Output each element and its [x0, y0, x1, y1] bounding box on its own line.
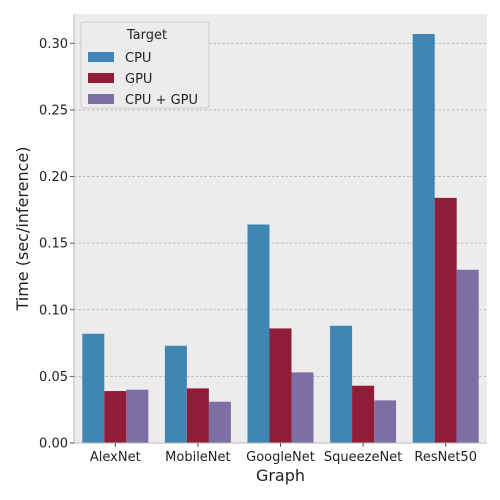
legend-swatch	[88, 73, 114, 83]
legend: Target CPU GPU CPU + GPU	[80, 21, 210, 109]
legend-swatch	[88, 52, 114, 62]
y-axis-title: Time (sec/inference)	[13, 146, 32, 311]
legend-swatch	[88, 94, 114, 104]
bar-squeezenet-cpu-gpu	[374, 400, 397, 443]
bar-resnet50-cpu-gpu	[456, 269, 479, 443]
bar-alexnet-cpu-gpu	[126, 389, 149, 443]
bar-mobilenet-cpu-gpu	[208, 401, 231, 443]
x-tick-label: AlexNet	[90, 450, 141, 465]
x-tick-label: SqueezeNet	[324, 450, 402, 465]
legend-box	[80, 21, 210, 109]
x-axis-title: Graph	[256, 466, 305, 485]
y-tick-label: 0.10	[39, 303, 68, 318]
bar-googlenet-cpu	[247, 224, 270, 443]
legend-label: GPU	[125, 72, 152, 87]
legend-label: CPU	[125, 51, 151, 66]
bar-mobilenet-gpu	[186, 388, 209, 443]
bar-resnet50-cpu	[412, 33, 435, 444]
bar-squeezenet-cpu	[330, 325, 353, 443]
y-tick-label: 0.30	[39, 37, 68, 52]
bar-mobilenet-cpu	[164, 345, 187, 443]
x-tick-label: MobileNet	[165, 450, 230, 465]
y-tick-label: 0.00	[39, 437, 68, 452]
bar-alexnet-cpu	[82, 333, 105, 443]
legend-items: CPU GPU CPU + GPU	[88, 51, 198, 108]
legend-label: CPU + GPU	[125, 93, 198, 108]
x-tick-label: ResNet50	[414, 450, 477, 465]
y-tick-label: 0.25	[39, 103, 68, 118]
bar-googlenet-cpu-gpu	[291, 372, 314, 443]
bar-googlenet-gpu	[269, 328, 292, 443]
tick-labels: 0.00 0.05 0.10 0.15 0.20 0.25 0.30 AlexNet Mobil…	[39, 37, 477, 465]
bar-alexnet-gpu	[104, 391, 127, 443]
y-tick-label: 0.15	[39, 237, 68, 252]
bar-resnet50-gpu	[434, 197, 457, 443]
bars	[82, 33, 479, 444]
x-tick-label: GoogleNet	[246, 450, 315, 465]
bar-squeezenet-gpu	[352, 385, 375, 443]
y-tick-label: 0.20	[39, 170, 68, 185]
legend-title: Target	[126, 28, 167, 43]
y-tick-label: 0.05	[39, 370, 68, 385]
